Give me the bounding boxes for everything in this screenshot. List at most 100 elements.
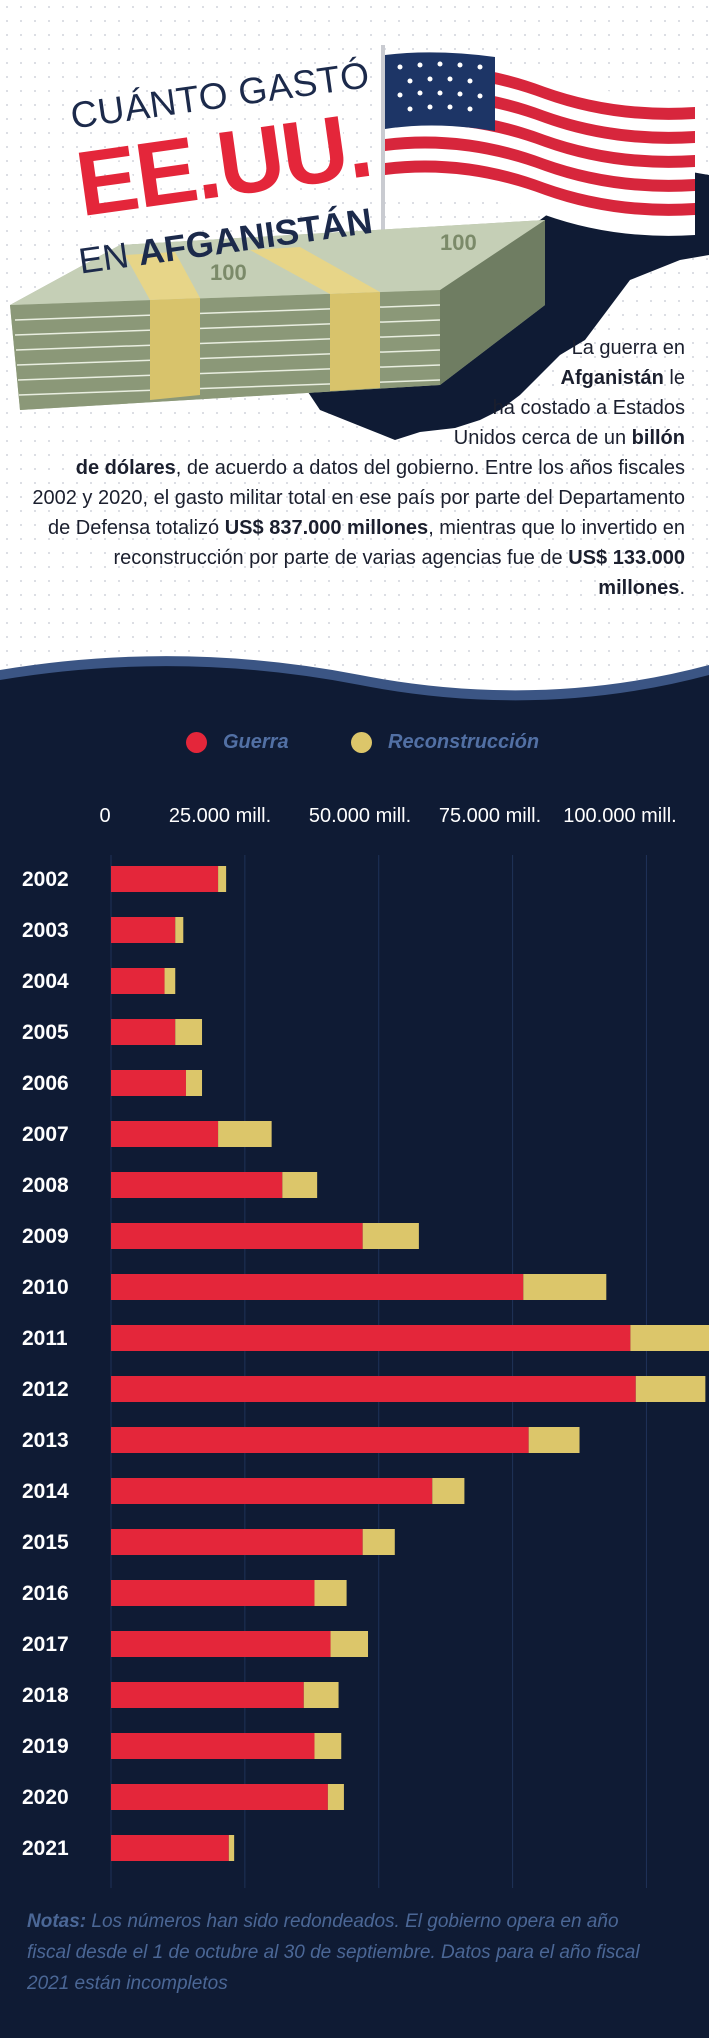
intro-line: millones. [10,573,685,603]
bar-guerra [111,866,219,892]
title-line-3-prefix: EN [76,234,132,282]
intro-text: le [663,367,685,389]
y-category-label: 2015 [22,1531,69,1554]
bar-reconstruccion [164,968,176,994]
intro-bold: US$ 837.000 millones [224,517,429,539]
y-category-label: 2014 [22,1480,69,1503]
intro-line: Unidos cerca de un billón [10,423,685,453]
intro-bold: billón [631,427,685,449]
y-category-label: 2011 [22,1327,68,1350]
legend-label-guerra: Guerra [223,731,289,753]
y-category-label: 2017 [22,1633,69,1656]
intro-text: reconstrucción por parte de varias agenc… [113,547,569,569]
x-tick-label: 50.000 mill. [309,805,411,827]
bar-reconstruccion [218,866,227,892]
legend-dot-reconstruccion [351,732,372,753]
intro-line: de Defensa totalizó US$ 837.000 millones… [10,513,685,543]
money-stack-icon: 100 100 [10,220,545,410]
bar-guerra [111,1733,315,1759]
bar-reconstruccion [630,1325,709,1351]
y-category-label: 2009 [22,1225,69,1248]
y-category-label: 2013 [22,1429,69,1452]
y-category-label: 2004 [22,970,69,993]
intro-line: 2002 y 2020, el gasto militar total en e… [32,487,685,509]
header-section: 100 100 CUÁNTO GASTÓ EE.UU. EN AFGANISTÁ… [0,0,709,700]
bar-guerra [111,1427,529,1453]
x-tick-label: 100.000 mill. [563,805,676,827]
legend-label-reconstruccion: Reconstrucción [388,731,540,753]
bar-guerra [111,1172,283,1198]
bar-guerra [111,968,165,994]
bar-reconstruccion [218,1121,272,1147]
intro-text: , mientras que lo invertido en [428,517,685,539]
y-category-label: 2012 [22,1378,69,1401]
bar-reconstruccion [175,917,184,943]
intro-text: de Defensa totalizó [47,517,225,539]
y-category-label: 2003 [22,919,69,942]
legend-item-guerra: Guerra [186,731,289,754]
bar-reconstruccion [432,1478,465,1504]
bar-guerra [111,917,176,943]
bar-guerra [111,1223,363,1249]
x-tick-label: 25.000 mill. [169,805,271,827]
x-tick-label: 0 [99,805,110,827]
bar-guerra [111,1478,433,1504]
intro-line: Afganistán le [10,363,685,393]
svg-text:100: 100 [210,260,247,285]
intro-line: ha costado a Estados [492,397,685,419]
legend-dot-guerra [186,732,207,753]
bar-reconstruccion [282,1172,318,1198]
chart-notes: Notas: Los números han sido redondeados.… [27,1906,667,1999]
intro-bold: US$ 133.000 [568,547,685,569]
bar-guerra [111,1631,331,1657]
y-category-label: 2020 [22,1786,69,1809]
bar-guerra [111,1784,328,1810]
y-category-label: 2002 [22,868,69,891]
y-category-label: 2005 [22,1021,69,1044]
bar-reconstruccion [185,1070,203,1096]
bar-reconstruccion [228,1835,235,1861]
bar-reconstruccion [314,1733,342,1759]
intro-text: . [679,577,685,599]
intro-text: Unidos cerca de un [453,427,632,449]
bar-reconstruccion [528,1427,580,1453]
bar-guerra [111,1019,176,1045]
y-category-label: 2016 [22,1582,69,1605]
chart-legend: Guerra Reconstrucción [0,731,709,757]
bar-guerra [111,1580,315,1606]
bar-reconstruccion [523,1274,607,1300]
bar-guerra [111,1121,219,1147]
bar-guerra [111,1274,524,1300]
bar-reconstruccion [362,1529,395,1555]
intro-paragraph: La guerra en Afganistán le ha costado a … [10,333,685,603]
bar-reconstruccion [327,1784,344,1810]
bar-reconstruccion [175,1019,203,1045]
bar-guerra [111,1529,363,1555]
notes-text: Los números han sido redondeados. El gob… [27,1911,640,1994]
bar-guerra [111,1835,229,1861]
intro-bold: de dólares [75,457,176,479]
intro-line: de dólares, de acuerdo a datos del gobie… [10,453,685,483]
legend-item-reconstruccion: Reconstrucción [351,731,539,754]
intro-line: reconstrucción por parte de varias agenc… [10,543,685,573]
svg-text:100: 100 [440,230,477,255]
y-category-label: 2006 [22,1072,69,1095]
y-category-label: 2021 [22,1837,69,1860]
bar-reconstruccion [635,1376,706,1402]
y-category-label: 2007 [22,1123,69,1146]
intro-bold: millones [598,577,680,599]
bar-reconstruccion [362,1223,419,1249]
intro-bold: Afganistán [560,367,664,389]
bar-reconstruccion [314,1580,347,1606]
intro-line: La guerra en [571,337,685,359]
intro-text: , de acuerdo a datos del gobierno. Entre… [175,457,685,479]
notes-label: Notas: [27,1911,87,1932]
bar-guerra [111,1682,304,1708]
bar-guerra [111,1325,631,1351]
bar-guerra [111,1376,636,1402]
us-flag-icon [381,45,695,265]
y-category-label: 2019 [22,1735,69,1758]
bar-guerra [111,1070,186,1096]
bar-reconstruccion [330,1631,369,1657]
bar-reconstruccion [303,1682,339,1708]
